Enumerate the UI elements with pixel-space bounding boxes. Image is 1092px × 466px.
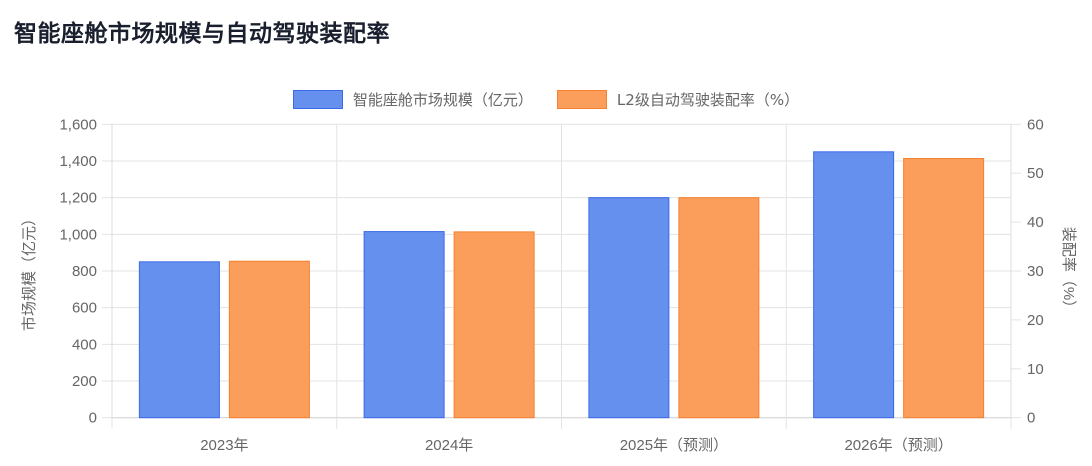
bar-adoption-rate[interactable] <box>678 197 760 419</box>
right-axis-tick: 50 <box>1027 165 1044 182</box>
left-axis-title: 市场规模（亿元） <box>21 211 38 331</box>
x-axis-label: 2024年 <box>425 437 473 454</box>
legend-label: L2级自动驾驶装配率（%） <box>616 91 800 109</box>
chart-title: 智能座舱市场规模与自动驾驶装配率 <box>14 21 390 47</box>
left-axis-tick: 1,400 <box>59 153 97 170</box>
left-axis-tick: 1,000 <box>59 226 97 243</box>
chart-legend: 智能座舱市场规模（亿元） L2级自动驾驶装配率（%） <box>0 89 1092 110</box>
right-axis-tick: 0 <box>1027 410 1035 427</box>
bar-market-size[interactable] <box>588 197 670 419</box>
left-axis-tick: 600 <box>72 300 97 317</box>
left-axis-tick: 400 <box>72 336 97 353</box>
right-axis-title: 装配率（%） <box>1060 227 1077 315</box>
right-axis-tick: 60 <box>1027 116 1044 133</box>
legend-item-market-size[interactable]: 智能座舱市场规模（亿元） <box>292 89 533 110</box>
x-axis-label: 2025年（预测） <box>620 437 728 454</box>
legend-swatch-blue <box>292 90 343 109</box>
bar-market-size[interactable] <box>813 151 895 419</box>
x-axis-label: 2026年（预测） <box>844 437 952 454</box>
x-axis-label: 2023年 <box>200 437 248 454</box>
right-axis-tick: 30 <box>1027 263 1044 280</box>
left-axis-tick: 1,600 <box>59 116 97 133</box>
right-axis-tick: 10 <box>1027 361 1044 378</box>
right-axis-tick: 40 <box>1027 214 1044 231</box>
bar-market-size[interactable] <box>138 261 220 419</box>
bar-adoption-rate[interactable] <box>903 158 985 419</box>
legend-item-adoption-rate[interactable]: L2级自动驾驶装配率（%） <box>556 89 800 110</box>
legend-label: 智能座舱市场规模（亿元） <box>352 91 533 109</box>
left-axis-tick: 1,200 <box>59 190 97 207</box>
left-axis-tick: 0 <box>89 410 97 427</box>
legend-swatch-orange <box>556 90 607 109</box>
right-axis-tick: 20 <box>1027 312 1044 329</box>
bar-market-size[interactable] <box>363 231 445 419</box>
left-axis-tick: 800 <box>72 263 97 280</box>
bar-adoption-rate[interactable] <box>453 231 535 419</box>
left-axis-tick: 200 <box>72 373 97 390</box>
bar-adoption-rate[interactable] <box>228 260 310 419</box>
